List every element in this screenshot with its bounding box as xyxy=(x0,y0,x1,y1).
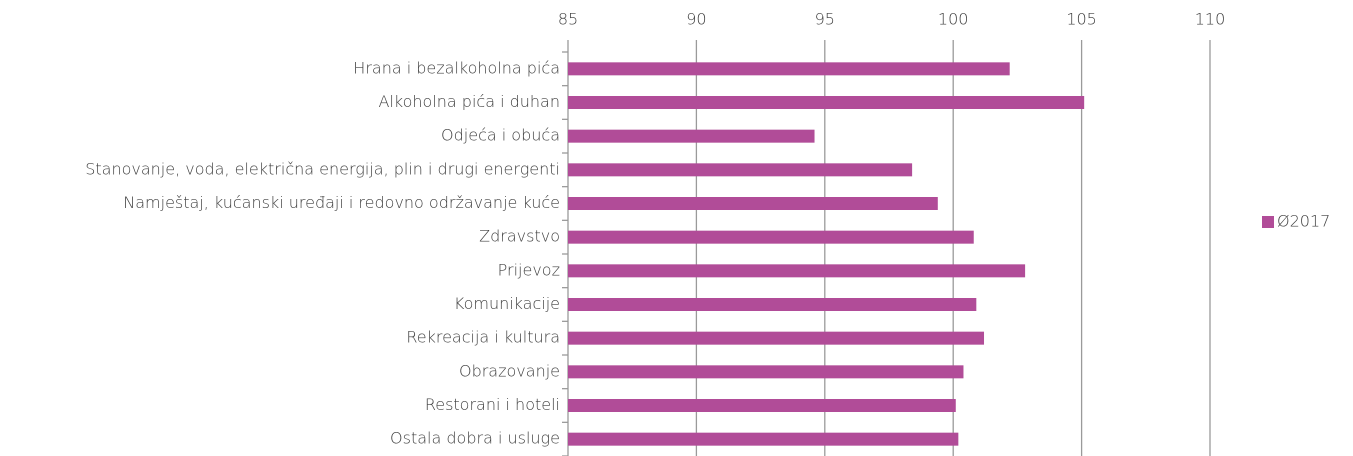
y-tick-label: Prijevoz xyxy=(498,260,560,279)
bar xyxy=(568,365,964,379)
x-tick-label: 85 xyxy=(558,10,578,29)
bar xyxy=(568,163,913,177)
y-tick-label: Hrana i bezalkoholna pića xyxy=(353,58,560,77)
bar xyxy=(568,197,938,210)
y-tick-label: Obrazovanje xyxy=(459,361,560,380)
bar xyxy=(568,298,977,311)
bar xyxy=(568,96,1085,109)
legend-label: Ø2017 xyxy=(1277,212,1330,231)
bar xyxy=(568,399,956,412)
legend-swatch xyxy=(1262,216,1274,228)
y-tick-label: Stanovanje, voda, električna energija, p… xyxy=(85,159,560,178)
y-tick-label: Alkoholna pića i duhan xyxy=(379,92,560,111)
y-tick-label: Zdravstvo xyxy=(479,227,560,246)
y-tick-label: Komunikacije xyxy=(454,294,560,313)
bar xyxy=(568,331,985,345)
x-tick-label: 90 xyxy=(686,10,706,29)
bar xyxy=(568,129,815,143)
x-tick-label: 95 xyxy=(815,10,835,29)
y-tick-label: Ostala dobra i usluge xyxy=(390,429,560,448)
x-tick-label: 100 xyxy=(938,10,969,29)
y-tick-label: Odjeća i obuća xyxy=(441,126,560,145)
y-tick-label: Namještaj, kućanski uređaji i redovno od… xyxy=(123,193,560,212)
bar xyxy=(568,230,974,244)
y-tick-label: Rekreacija i kultura xyxy=(406,328,560,347)
x-tick-label: 105 xyxy=(1066,10,1097,29)
bar xyxy=(568,62,1010,76)
bar xyxy=(568,264,1026,278)
bar xyxy=(568,432,959,446)
y-tick-label: Restorani i hoteli xyxy=(425,395,560,414)
x-tick-label: 110 xyxy=(1195,10,1226,29)
